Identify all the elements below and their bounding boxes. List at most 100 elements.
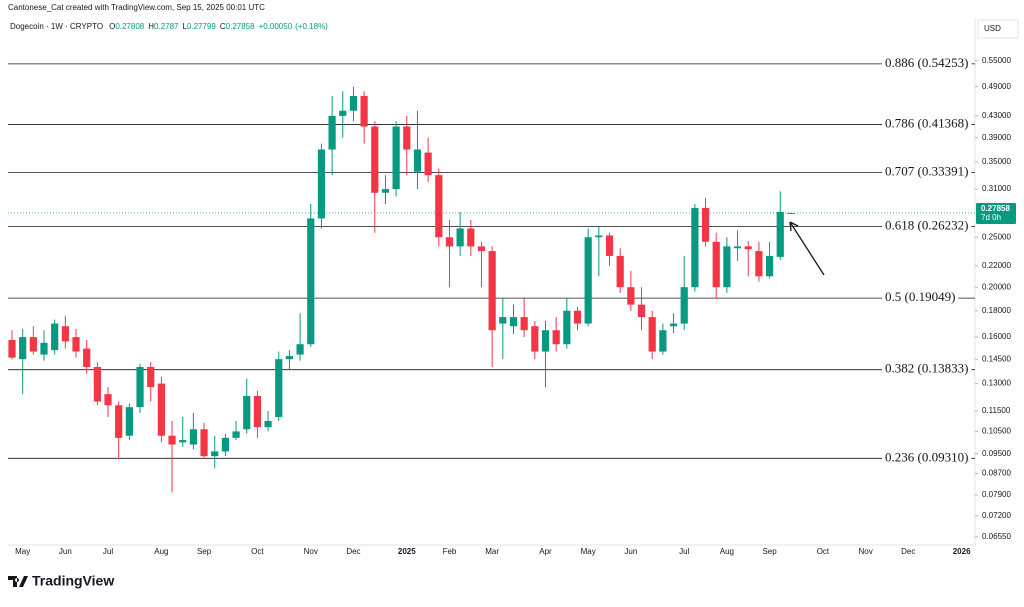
candle-body <box>627 287 635 305</box>
fib-label-bg <box>882 162 972 180</box>
x-tick-label: Nov <box>858 547 872 556</box>
candle-body <box>531 326 539 352</box>
logo: TradingView <box>8 573 114 589</box>
candle-body <box>349 95 358 111</box>
fib-label: 0.236 (0.09310) <box>885 449 968 464</box>
candle-body <box>755 251 763 277</box>
y-tick-label: 0.07200 <box>982 511 1011 520</box>
candle-body <box>19 337 27 360</box>
x-tick-label: Dec <box>346 547 360 556</box>
x-tick-label: Jul <box>679 547 689 556</box>
x-tick-label: 2025 <box>398 547 416 556</box>
candle-body <box>424 152 432 176</box>
ohlc-label: L <box>182 22 187 31</box>
candle-body <box>392 126 400 190</box>
fib-label: 0.786 (0.41368) <box>885 116 968 131</box>
x-tick-label: Sep <box>197 547 212 556</box>
candle-body <box>701 207 710 242</box>
candle-body <box>477 246 486 252</box>
candle-body <box>669 323 678 327</box>
y-tick-label: 0.20000 <box>982 282 1011 291</box>
candle-body <box>125 407 133 436</box>
candle-body <box>285 356 294 360</box>
y-tick-label: 0.31000 <box>982 184 1011 193</box>
candle-body <box>339 110 347 116</box>
candle-body <box>435 175 443 238</box>
candle-body <box>61 326 69 342</box>
x-tick-label: Sep <box>762 547 777 556</box>
y-tick-label: 0.25000 <box>982 232 1011 241</box>
fib-label: 0.382 (0.13833) <box>885 361 968 376</box>
candle-body <box>179 440 187 443</box>
x-tick-label: Nov <box>304 547 318 556</box>
ohlc-label: H <box>148 22 154 31</box>
candle-body <box>275 359 283 417</box>
x-tick-label: Aug <box>154 547 168 556</box>
y-tick-label: 0.06550 <box>982 532 1011 541</box>
candle-body <box>157 383 165 436</box>
x-tick-label: 2026 <box>953 547 971 556</box>
x-tick-label: Jun <box>59 547 72 556</box>
y-tick-label: 0.10500 <box>982 427 1011 436</box>
candle-body <box>381 189 390 193</box>
fib-label: 0.618 (0.26232) <box>885 217 968 232</box>
header: Dogecoin · 1W · CRYPTO O0.27808 H0.2787 L0.… <box>10 22 328 31</box>
x-tick-label: Dec <box>901 547 915 556</box>
candle-body <box>8 339 16 358</box>
candle-body <box>456 228 464 247</box>
x-tick-label: Oct <box>251 547 264 556</box>
y-tick-label: 0.43000 <box>982 111 1011 120</box>
ohlc-label: C <box>220 22 226 31</box>
ohlc-label: O <box>109 22 115 31</box>
candle-body <box>51 323 59 351</box>
candle-body <box>40 342 48 355</box>
candle-body <box>659 330 667 352</box>
fib-label-bg <box>882 53 972 71</box>
fib-label-bg <box>882 359 972 377</box>
ohlc-value: 0.27858 <box>226 22 255 31</box>
candle-body <box>723 246 731 288</box>
currency-box <box>977 19 1019 39</box>
change-pct: (+0.18%) <box>295 22 328 31</box>
candle-body <box>605 235 614 256</box>
x-tick-label: Mar <box>485 547 499 556</box>
candle-body <box>317 149 326 219</box>
fib-label-bg <box>882 448 972 466</box>
fib-label-bg <box>882 216 972 234</box>
candle-body <box>680 287 688 324</box>
candle-body <box>104 394 112 406</box>
x-tick-label: Oct <box>817 547 830 556</box>
candle-body <box>328 115 336 150</box>
candle-body <box>488 251 496 331</box>
candle-body <box>232 431 240 438</box>
candle-body <box>253 395 262 428</box>
fib-label: 0.5 (0.19049) <box>885 289 955 304</box>
candle-body <box>787 213 795 215</box>
candle-body <box>765 255 774 277</box>
candle-body <box>563 310 571 345</box>
y-tick-label: 0.22000 <box>982 261 1011 270</box>
candle-body <box>264 420 272 428</box>
candle-body <box>595 235 603 238</box>
candle-body <box>136 367 144 408</box>
candle-body <box>691 207 699 288</box>
candle-body <box>712 241 720 288</box>
change: +0.00050 <box>259 22 293 31</box>
logo-icon <box>8 576 28 587</box>
candle-body <box>616 255 624 288</box>
currency: USD <box>984 24 1001 33</box>
candle-body <box>637 304 646 318</box>
fib-label-bg <box>882 288 959 306</box>
candle-body <box>648 317 656 352</box>
candle-body <box>168 435 176 445</box>
ohlc-value: 0.2787 <box>154 22 179 31</box>
price-badge <box>976 203 1016 225</box>
x-tick-label: Feb <box>443 547 457 556</box>
candle-body <box>413 149 422 172</box>
x-tick-label: Jul <box>103 547 113 556</box>
y-tick-label: 0.16000 <box>982 332 1011 341</box>
candle-body <box>509 317 518 327</box>
candle-body <box>93 367 101 402</box>
